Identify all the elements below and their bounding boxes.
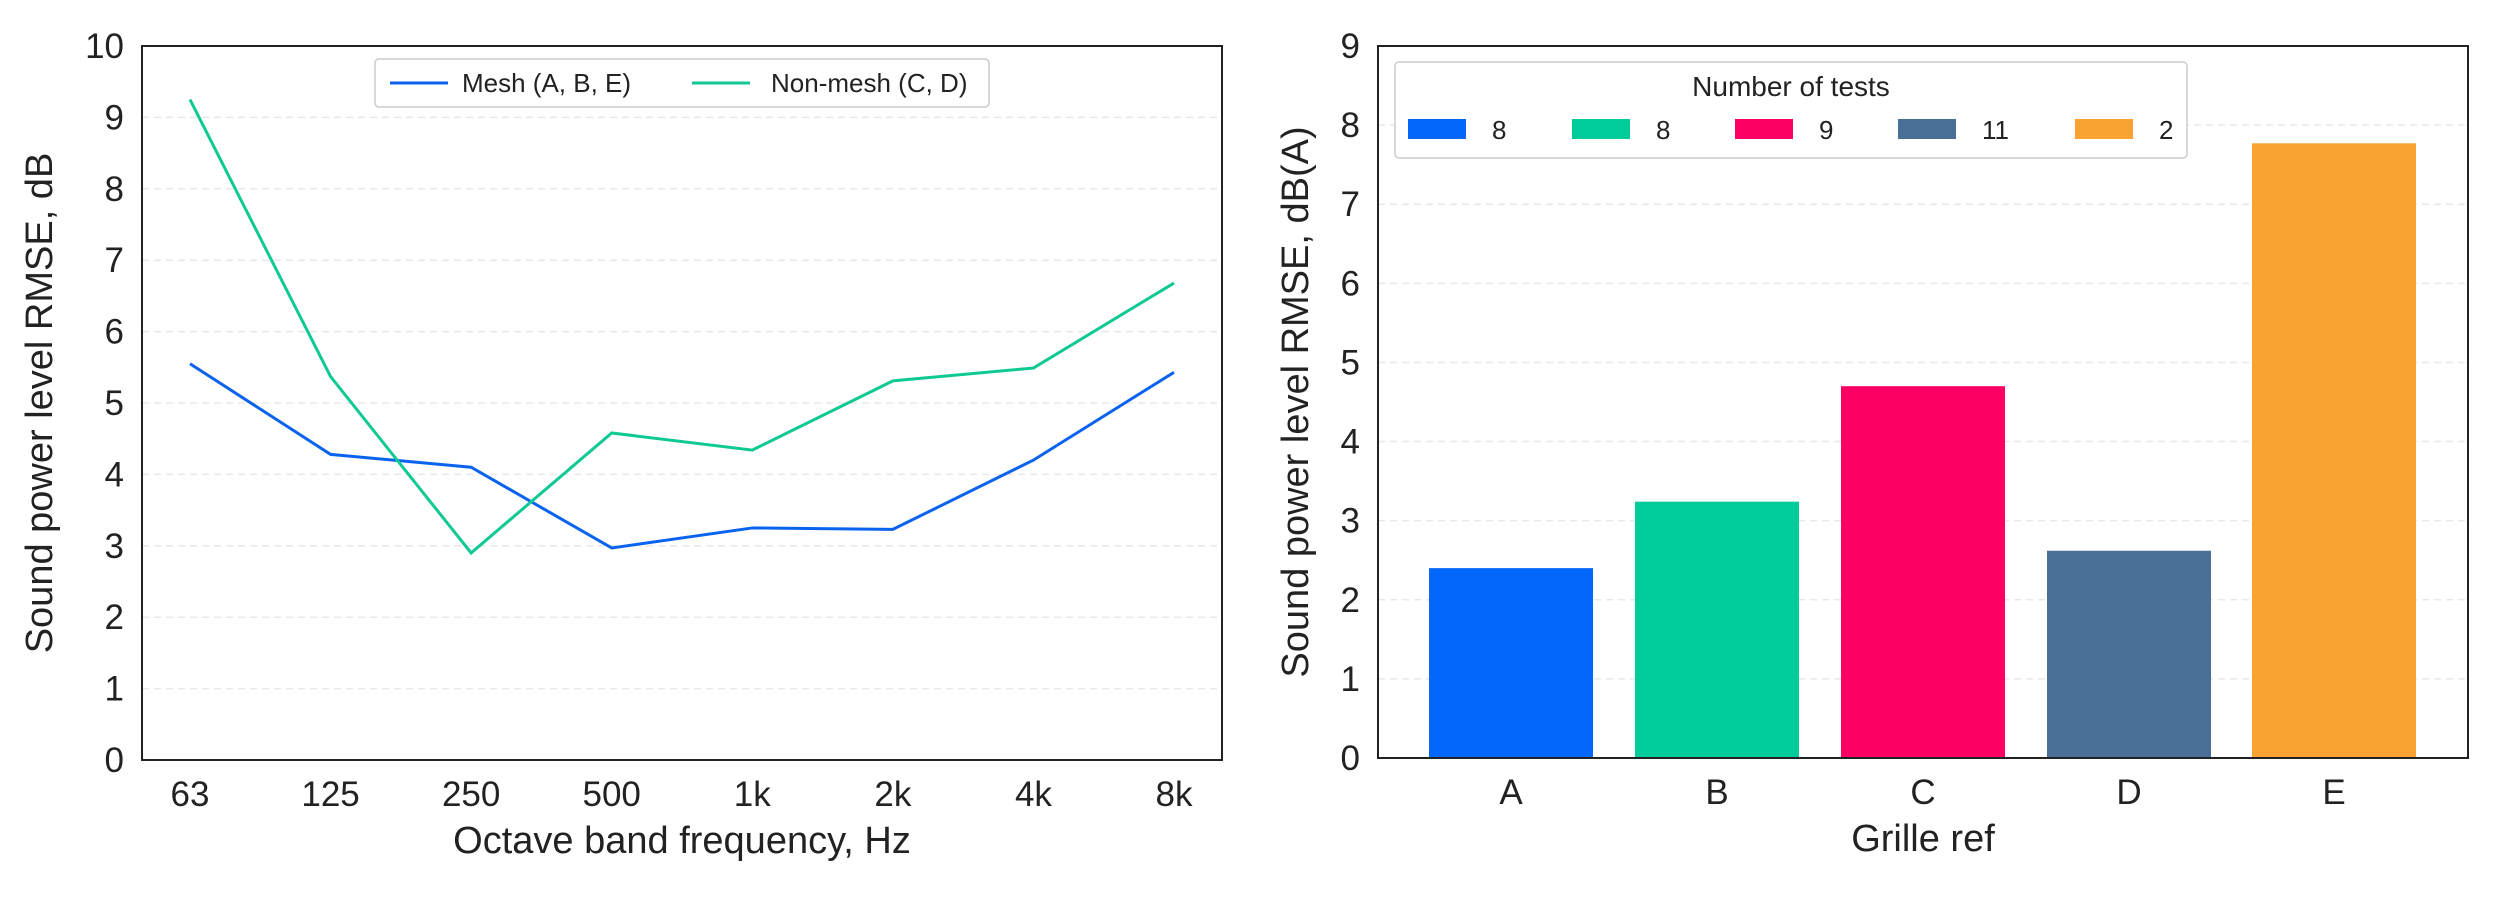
bar-chart-legend-title: Number of tests [1692, 71, 1890, 102]
legend-label: 9 [1819, 115, 1833, 145]
x-tick-label: 500 [583, 775, 641, 814]
bar-c [1841, 386, 2005, 758]
y-tick-label: 1 [105, 670, 124, 709]
legend-label: 11 [1982, 115, 2009, 145]
y-tick-label: 10 [85, 27, 124, 66]
bar-chart-y-tick-labels: 0 1 2 3 4 5 6 7 8 9 [1341, 27, 1360, 778]
line-chart-x-tick-labels: 63 125 250 500 1k 2k 4k 8k [171, 775, 1193, 814]
bar-chart-x-tick-labels: A B C D E [1499, 773, 2345, 812]
y-tick-label: 0 [1341, 739, 1360, 778]
x-tick-label: E [2322, 773, 2345, 812]
legend-label-mesh: Mesh (A, B, E) [462, 68, 631, 98]
bar-chart: 0 1 2 3 4 5 6 7 8 9 A B C D E Grille ref Sound power … [1275, 27, 2469, 860]
bar-chart-plot-frame [1377, 45, 2469, 759]
bar-chart-legend-items: 8 8 9 11 2 [1408, 115, 2173, 145]
bar-chart-bars [1429, 143, 2416, 759]
y-tick-label: 7 [1341, 185, 1360, 224]
line-chart-gridlines [142, 45, 1222, 761]
bar-d [2047, 550, 2211, 758]
line-chart-x-axis-label: Octave band frequency, Hz [453, 820, 911, 862]
legend-swatch [1898, 119, 1956, 139]
x-tick-label: A [1499, 773, 1523, 812]
legend-swatch [1408, 119, 1466, 139]
y-tick-label: 5 [1341, 343, 1360, 382]
y-tick-label: 1 [1341, 660, 1360, 699]
x-tick-label: C [1910, 773, 1935, 812]
y-tick-label: 3 [1341, 502, 1360, 541]
y-tick-label: 6 [1341, 264, 1360, 303]
y-tick-label: 4 [1341, 423, 1360, 462]
y-tick-label: 9 [1341, 27, 1360, 66]
series-line-non-mesh [188, 98, 1175, 556]
y-tick-label: 8 [105, 170, 124, 209]
legend-label: 2 [2159, 115, 2173, 145]
x-tick-label: 4k [1015, 775, 1052, 814]
y-tick-label: 9 [105, 98, 124, 137]
legend-label: 8 [1656, 115, 1670, 145]
bar-chart-legend: Number of tests 8 8 9 11 2 [1394, 61, 2188, 159]
bar-chart-y-axis-label: Sound power level RMSE, dB(A) [1275, 126, 1317, 677]
line-chart-plot-frame [141, 45, 1223, 761]
line-chart-legend: Mesh (A, B, E) Non-mesh (C, D) [374, 58, 990, 108]
y-tick-label: 3 [105, 527, 124, 566]
x-tick-label: 250 [442, 775, 500, 814]
y-tick-label: 8 [1341, 106, 1360, 145]
y-tick-label: 4 [105, 455, 124, 494]
x-tick-label: B [1705, 773, 1728, 812]
legend-swatch [1572, 119, 1630, 139]
line-chart: 0 1 2 3 4 5 6 7 8 9 10 63 125 250 500 1k 2k 4k 8k Octave … [19, 27, 1223, 862]
x-tick-label: 1k [734, 775, 771, 814]
bar-e [2252, 143, 2416, 759]
y-tick-label: 2 [105, 598, 124, 637]
legend-label-non-mesh: Non-mesh (C, D) [771, 68, 967, 98]
y-tick-label: 5 [105, 384, 124, 423]
y-tick-label: 6 [105, 313, 124, 352]
bar-b [1635, 501, 1799, 758]
line-chart-series [188, 98, 1175, 556]
x-tick-label: D [2116, 773, 2141, 812]
x-tick-label: 125 [301, 775, 359, 814]
bar-a [1429, 568, 1593, 758]
legend-swatch [2075, 119, 2133, 139]
x-tick-label: 8k [1156, 775, 1193, 814]
bar-chart-x-axis-label: Grille ref [1851, 818, 1995, 860]
y-tick-label: 2 [1341, 581, 1360, 620]
y-tick-label: 0 [105, 741, 124, 780]
legend-swatch [1735, 119, 1793, 139]
line-chart-y-axis-label: Sound power level RMSE, dB [19, 153, 61, 654]
x-tick-label: 2k [874, 775, 911, 814]
line-chart-y-tick-labels: 0 1 2 3 4 5 6 7 8 9 10 [85, 27, 124, 780]
line-chart-legend-box [374, 58, 990, 108]
x-tick-label: 63 [171, 775, 210, 814]
series-line-mesh [189, 362, 1175, 550]
legend-label: 8 [1492, 115, 1506, 145]
y-tick-label: 7 [105, 241, 124, 280]
